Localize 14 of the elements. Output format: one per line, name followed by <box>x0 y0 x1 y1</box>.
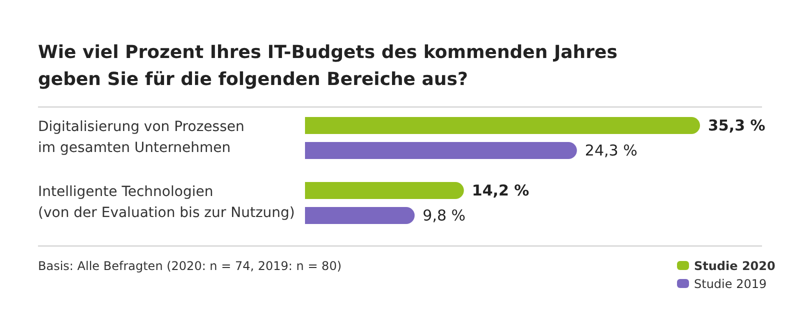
data-label: 9,8 % <box>422 206 466 224</box>
text: Basis: Alle Befragten (2020: n = 74, 2019: n = 80) <box>38 259 342 273</box>
legend-label: Studie 2019 <box>694 277 767 291</box>
legend-label: Studie 2020 <box>694 259 776 273</box>
y-tick-label: Intelligente Technologien (von der Evaluation bis zur Nutzung) <box>38 184 295 221</box>
data-label: 14,2 % <box>472 182 530 200</box>
bar <box>305 207 415 224</box>
data-label: 24,3 % <box>584 142 638 160</box>
chart-title: Wie viel Prozent Ihres IT-Budgets des kommenden Jahres geben Sie für die folgenden Bereiche aus? <box>38 42 618 90</box>
data-label: 35,3 % <box>708 116 766 134</box>
bar <box>305 182 464 199</box>
y-tick-label: Digitalisierung von Prozessen im gesamten Unternehmen <box>38 119 244 156</box>
bar <box>305 142 577 159</box>
bar <box>305 117 700 134</box>
